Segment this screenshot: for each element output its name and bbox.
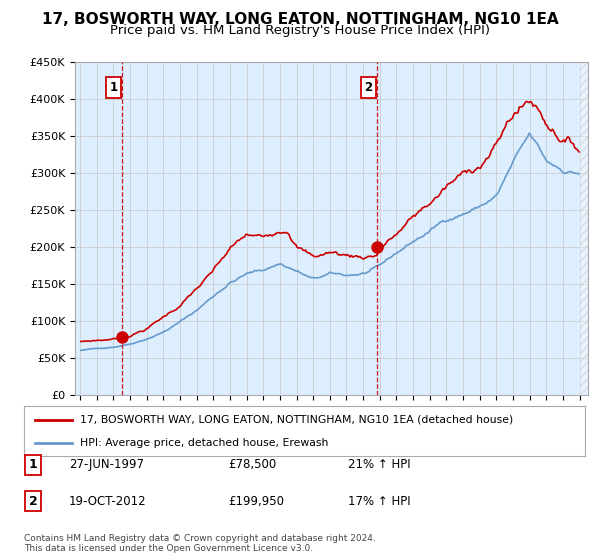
Text: 2: 2 xyxy=(29,494,37,508)
Text: 2: 2 xyxy=(365,81,373,94)
Text: 17% ↑ HPI: 17% ↑ HPI xyxy=(348,494,410,508)
Text: 27-JUN-1997: 27-JUN-1997 xyxy=(69,458,144,472)
Text: £199,950: £199,950 xyxy=(228,494,284,508)
Text: 17, BOSWORTH WAY, LONG EATON, NOTTINGHAM, NG10 1EA (detached house): 17, BOSWORTH WAY, LONG EATON, NOTTINGHAM… xyxy=(80,414,514,424)
Text: 21% ↑ HPI: 21% ↑ HPI xyxy=(348,458,410,472)
Text: Price paid vs. HM Land Registry's House Price Index (HPI): Price paid vs. HM Land Registry's House … xyxy=(110,24,490,37)
Text: HPI: Average price, detached house, Erewash: HPI: Average price, detached house, Erew… xyxy=(80,438,328,448)
Text: Contains HM Land Registry data © Crown copyright and database right 2024.
This d: Contains HM Land Registry data © Crown c… xyxy=(24,534,376,553)
Text: 19-OCT-2012: 19-OCT-2012 xyxy=(69,494,146,508)
Text: 1: 1 xyxy=(109,81,118,94)
Text: 17, BOSWORTH WAY, LONG EATON, NOTTINGHAM, NG10 1EA: 17, BOSWORTH WAY, LONG EATON, NOTTINGHAM… xyxy=(41,12,559,27)
Text: £78,500: £78,500 xyxy=(228,458,276,472)
Text: 1: 1 xyxy=(29,458,37,472)
